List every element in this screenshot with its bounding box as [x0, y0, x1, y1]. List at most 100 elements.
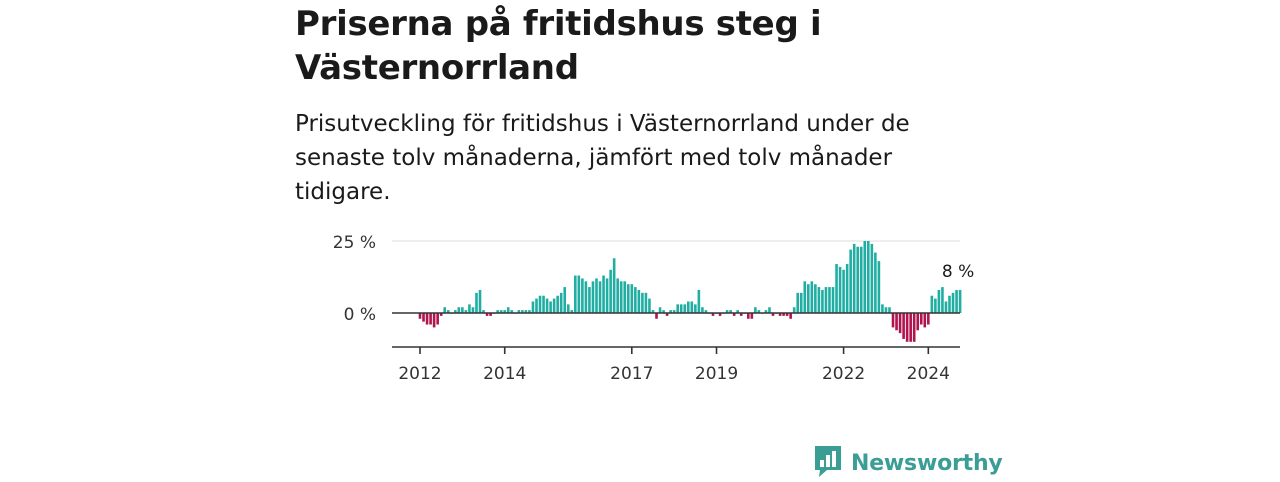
bar: [549, 301, 552, 313]
bar: [736, 310, 739, 313]
bar: [799, 292, 803, 313]
bar: [948, 295, 951, 313]
bar: [556, 295, 559, 313]
bar: [859, 246, 863, 313]
bar: [718, 313, 722, 316]
bar: [457, 307, 461, 313]
bar: [577, 275, 581, 313]
bar: [782, 313, 785, 316]
bar: [574, 275, 577, 313]
bar: [443, 307, 447, 313]
y-tick-label: 0 %: [344, 305, 376, 325]
bar: [552, 298, 556, 313]
bar: [810, 281, 814, 313]
bar: [531, 301, 535, 313]
bar: [796, 292, 800, 313]
bar: [609, 269, 612, 313]
bar: [570, 310, 574, 313]
bar: [454, 310, 457, 313]
bar: [902, 313, 905, 339]
bar: [941, 287, 944, 313]
bar: [838, 266, 842, 313]
bar: [626, 284, 630, 313]
bar: [729, 310, 732, 313]
x-tick-label: 2014: [483, 364, 526, 384]
bar: [852, 243, 856, 313]
bar: [669, 310, 672, 313]
bar: [651, 310, 655, 313]
y-tick-label: 25 %: [333, 233, 376, 253]
bar: [842, 269, 845, 313]
bar: [764, 310, 768, 313]
bar: [807, 284, 810, 313]
brand-name: Newsworthy: [851, 450, 1003, 476]
bar-chart-speech-bubble-icon: [813, 444, 843, 482]
bar: [891, 313, 895, 328]
x-tick-label: 2022: [822, 364, 865, 384]
bar: [485, 313, 489, 316]
bar: [672, 310, 676, 313]
bar: [888, 307, 891, 313]
bar: [944, 301, 948, 313]
bar: [725, 310, 729, 313]
bar: [814, 284, 817, 313]
bar: [524, 310, 528, 313]
bar: [757, 310, 761, 313]
bar: [605, 278, 609, 313]
bar: [768, 307, 771, 313]
bar: [616, 278, 619, 313]
x-tick-label: 2017: [610, 364, 653, 384]
bar: [828, 287, 831, 313]
bar: [701, 307, 704, 313]
bar: [475, 292, 478, 313]
bar: [750, 313, 754, 319]
bar: [867, 241, 870, 313]
bar: [930, 295, 934, 313]
bar: [732, 313, 736, 316]
bar: [503, 310, 507, 313]
bar: [584, 281, 588, 313]
bar: [831, 287, 835, 313]
bar: [662, 310, 665, 313]
bar: [676, 304, 679, 313]
bar: [679, 304, 683, 313]
bar: [598, 281, 602, 313]
bar: [785, 313, 789, 316]
bar: [641, 292, 644, 313]
bar: [528, 310, 531, 313]
bar: [937, 289, 941, 313]
bar: [754, 307, 757, 313]
bar: [909, 313, 912, 342]
bar: [821, 289, 824, 313]
bar: [559, 292, 563, 313]
bar: [588, 287, 591, 313]
bar: [612, 258, 616, 313]
bar: [683, 304, 687, 313]
bar: [563, 287, 567, 313]
bar: [789, 313, 792, 319]
x-tick-label: 2024: [907, 364, 950, 384]
bar: [746, 313, 750, 319]
bar: [849, 249, 852, 313]
bar: [461, 307, 464, 313]
bar: [874, 252, 877, 313]
bar: [538, 295, 542, 313]
bar: [418, 313, 422, 319]
bar: [697, 289, 701, 313]
bar: [464, 310, 468, 313]
bar: [958, 289, 962, 313]
bar: [425, 313, 429, 325]
bar: [863, 241, 867, 313]
bar: [817, 287, 821, 313]
bar: [927, 313, 930, 325]
bar: [912, 313, 916, 342]
bar: [655, 313, 658, 319]
bar: [535, 298, 538, 313]
bar: [934, 298, 937, 313]
bar: [771, 313, 775, 316]
bar: [496, 310, 499, 313]
brand-logo: Newsworthy: [813, 444, 1003, 482]
bar: [870, 243, 874, 313]
bar: [510, 310, 514, 313]
